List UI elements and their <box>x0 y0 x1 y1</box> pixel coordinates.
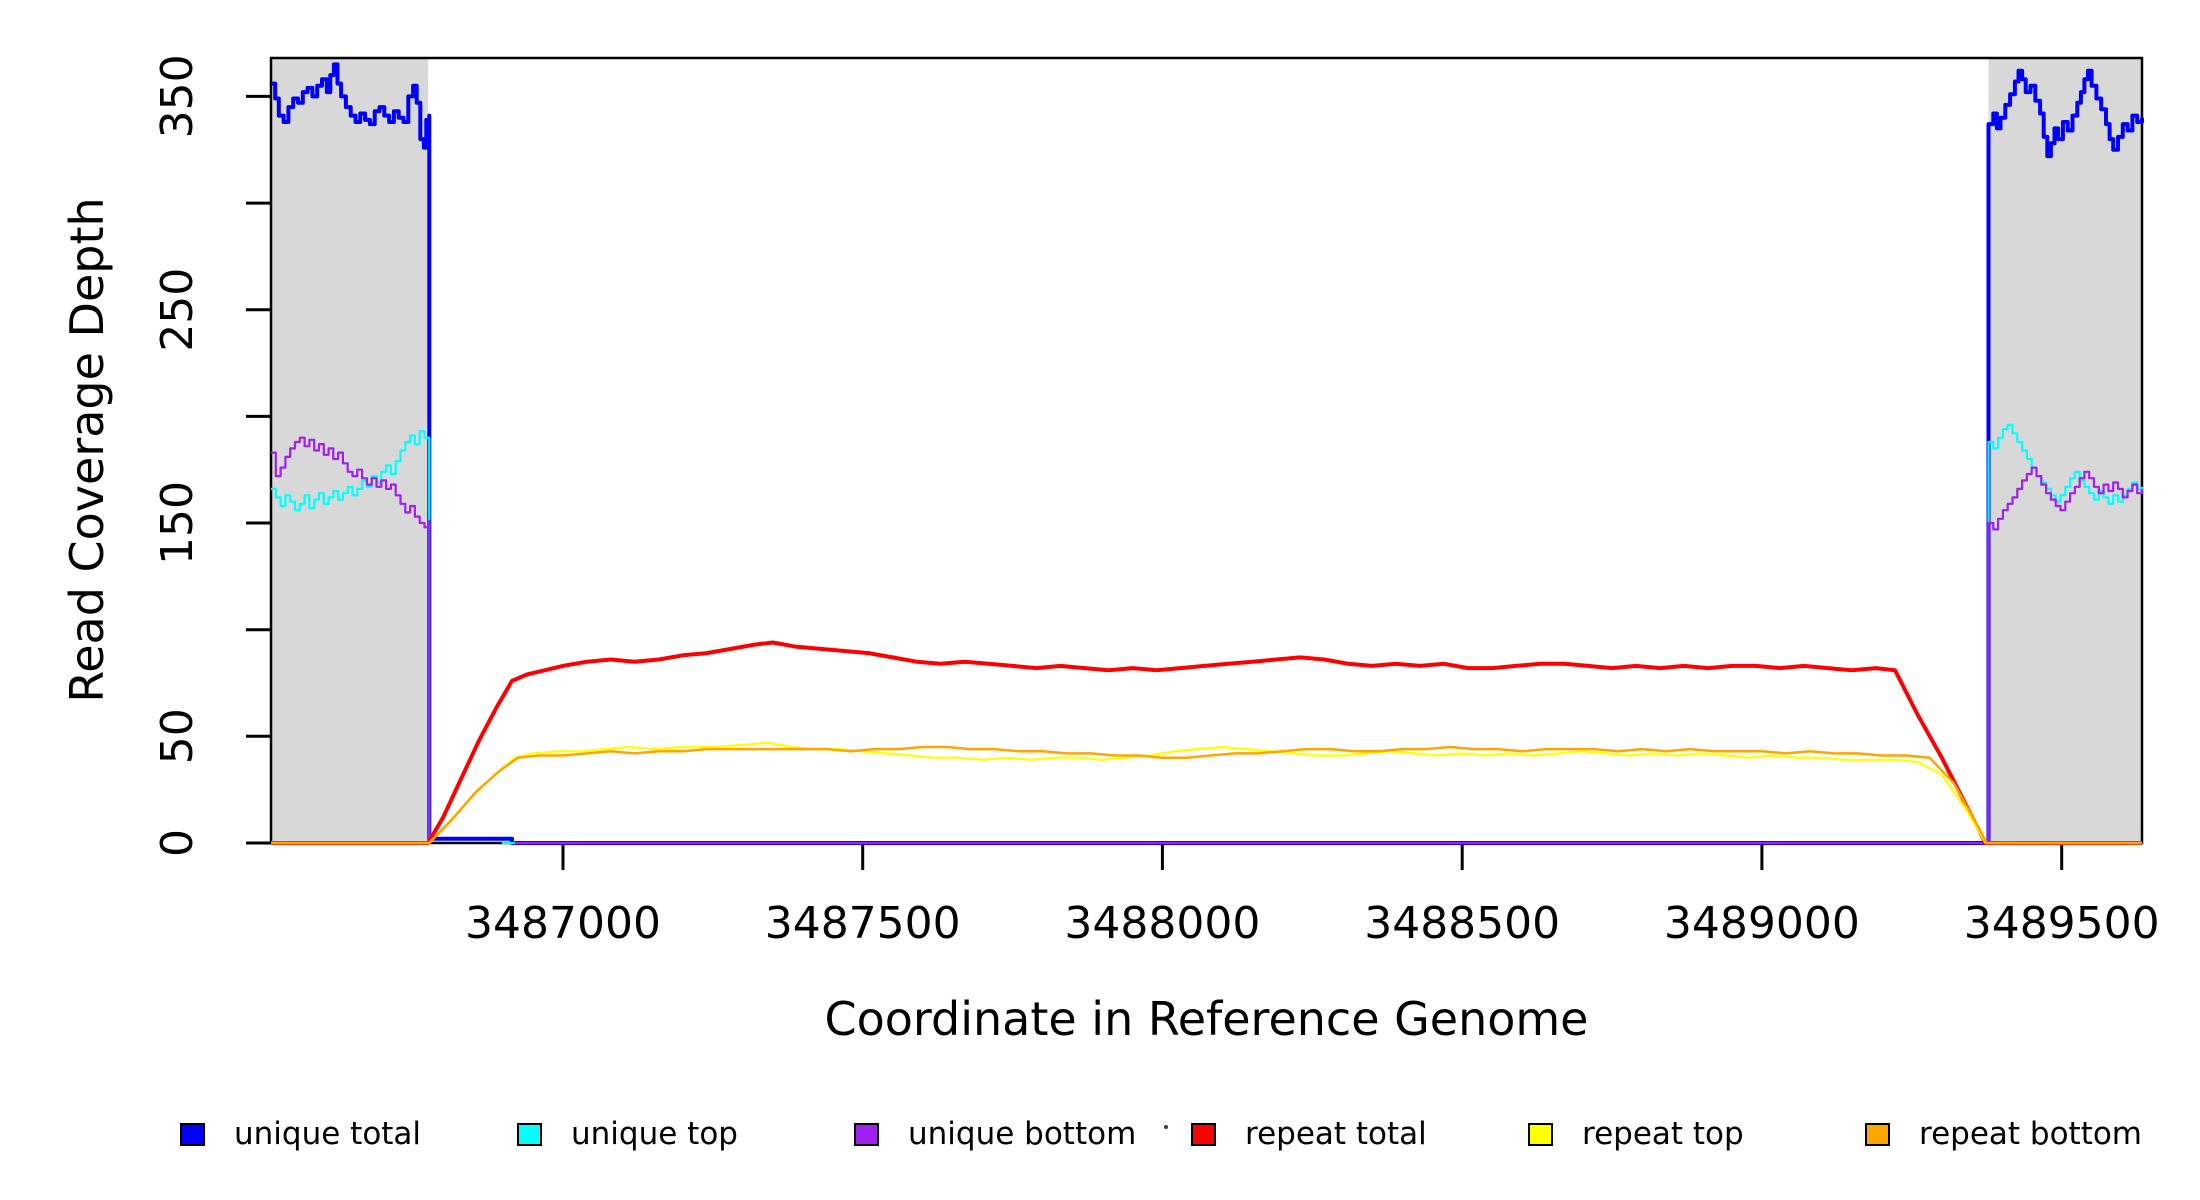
legend-item-unique-bottom: unique bottom <box>854 1116 1136 1152</box>
x-tick-label: 3487500 <box>765 898 961 949</box>
plot-border <box>269 56 2144 845</box>
legend-item-repeat-top: repeat top <box>1528 1116 1744 1152</box>
x-tick-label: 3489500 <box>1964 898 2160 949</box>
y-tick-label: 0 <box>152 829 203 857</box>
series-unique-top <box>1987 423 2144 843</box>
unique-bottom-swatch-icon <box>854 1122 879 1146</box>
series-unique-bottom <box>271 436 431 843</box>
legend-label: unique top <box>571 1116 738 1152</box>
repeat-total-swatch-icon <box>1191 1122 1216 1146</box>
x-axis-title: Coordinate in Reference Genome <box>824 992 1589 1046</box>
y-tick-label: 50 <box>152 708 203 764</box>
legend-item-repeat-total: repeat total <box>1191 1116 1427 1152</box>
repeat-bottom-swatch-icon <box>1865 1122 1890 1146</box>
legend-item-unique-total: unique total <box>180 1116 421 1152</box>
series-unique-bottom <box>515 466 2144 845</box>
legend-label: unique bottom <box>908 1116 1137 1152</box>
y-tick-label: 350 <box>152 54 203 138</box>
series-repeat-bottom <box>271 745 2142 845</box>
unique-top-swatch-icon <box>517 1122 542 1146</box>
unique-total-swatch-icon <box>180 1122 205 1146</box>
legend-label: repeat total <box>1245 1116 1427 1152</box>
x-tick-label: 3488000 <box>1064 898 1260 949</box>
x-tick-label: 3488500 <box>1364 898 1560 949</box>
legend-item-repeat-bottom: repeat bottom <box>1865 1116 2142 1152</box>
legend-item-unique-top: unique top <box>517 1116 738 1152</box>
series-repeat-total <box>271 640 2142 845</box>
repeat-top-swatch-icon <box>1528 1122 1553 1146</box>
x-tick-label: 3487000 <box>465 898 661 949</box>
y-axis-title: Read Coverage Depth <box>60 197 114 703</box>
right-flank-region <box>1988 58 2142 843</box>
y-tick-label: 150 <box>152 481 203 565</box>
y-tick-label: 250 <box>152 268 203 352</box>
series-repeat-top <box>271 741 2142 845</box>
legend-label: repeat top <box>1582 1116 1744 1152</box>
x-tick-label: 3489000 <box>1664 898 1860 949</box>
series-unique-top <box>271 430 431 843</box>
stray-dot <box>1164 1125 1168 1129</box>
legend-label: unique total <box>234 1116 422 1152</box>
series-unique-total <box>271 62 2144 845</box>
legend-label: repeat bottom <box>1919 1116 2143 1152</box>
